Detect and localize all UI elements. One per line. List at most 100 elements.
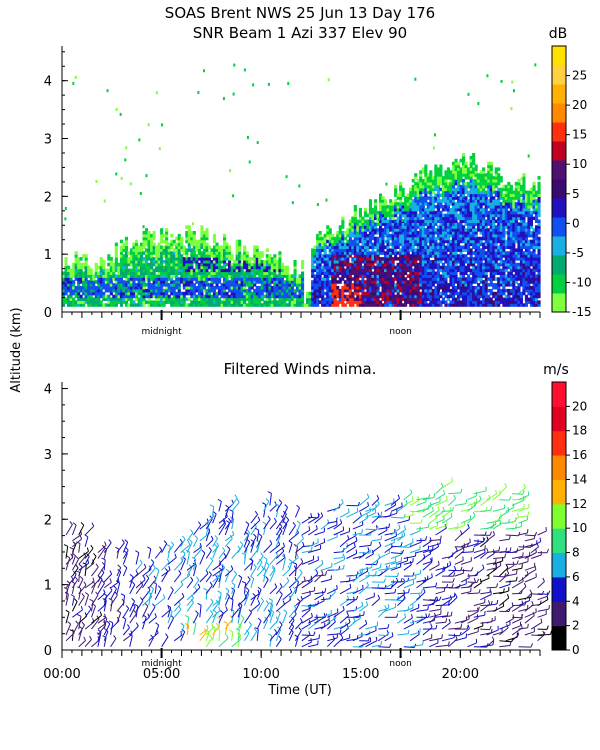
snr-cell <box>275 300 279 304</box>
snr-cell <box>477 219 481 223</box>
snr-cell <box>441 233 445 238</box>
snr-cell <box>419 286 423 290</box>
snr-cell <box>202 300 206 304</box>
snr-cell <box>323 277 327 281</box>
snr-cell <box>278 268 282 273</box>
snr-cell <box>512 254 516 258</box>
snr-cell <box>129 277 133 281</box>
snr-cell <box>331 239 335 244</box>
snr-cell <box>172 300 176 304</box>
snr-cell <box>358 213 362 218</box>
snr-cell <box>361 219 365 223</box>
snr-cell <box>109 288 113 293</box>
snr-cell <box>107 294 111 299</box>
snr-cell <box>384 213 388 218</box>
snr-cell <box>431 231 435 235</box>
snr-cell <box>275 283 279 287</box>
snr-cell <box>316 260 320 264</box>
snr-cell <box>67 294 71 299</box>
snr-cell <box>238 271 242 275</box>
snr-cell <box>371 288 375 293</box>
snr-cell <box>235 283 239 287</box>
snr-cell <box>84 300 88 304</box>
snr-cell <box>399 288 403 293</box>
snr-cell <box>67 283 71 287</box>
snr-cell <box>316 274 320 278</box>
snr-cell <box>477 251 481 255</box>
snr-cell <box>67 271 71 275</box>
snr-cell <box>225 300 229 304</box>
snr-cell <box>167 274 171 278</box>
snr-cell <box>451 294 455 299</box>
snr-cell <box>318 257 322 261</box>
snr-cell <box>426 205 430 209</box>
snr-cell <box>457 213 461 218</box>
snr-cell <box>346 242 350 247</box>
snr-cell <box>389 300 393 304</box>
snr-cell <box>374 207 378 212</box>
snr-cell <box>243 288 247 293</box>
snr-cell <box>361 283 365 287</box>
snr-cell <box>517 265 521 270</box>
snr-cell <box>429 219 433 223</box>
snr-cell <box>328 245 332 249</box>
snr-cell <box>374 225 378 229</box>
snr-cell <box>333 286 337 290</box>
snr-cell <box>527 219 531 223</box>
snr-cell <box>313 268 317 273</box>
snr-cell <box>426 274 430 278</box>
snr-cell <box>200 257 204 261</box>
snr-cell <box>464 222 468 226</box>
snr-cell <box>529 216 533 221</box>
snr-cell <box>157 268 161 273</box>
snr-cell <box>273 257 277 261</box>
snr-cell <box>524 228 528 232</box>
snr-cell <box>326 294 330 299</box>
snr-cell <box>449 216 453 221</box>
snr-cell <box>441 199 445 203</box>
snr-cell <box>524 300 528 304</box>
snr-cell <box>497 167 501 171</box>
snr-cell <box>529 280 533 284</box>
snr-cell <box>469 251 473 255</box>
snr-cell <box>253 268 257 273</box>
snr-cell <box>142 280 146 284</box>
snr-cell <box>444 271 448 275</box>
snr-cell <box>464 303 468 307</box>
snr-cell <box>462 210 466 215</box>
snr-cell <box>185 271 189 275</box>
snr-cell <box>514 219 518 223</box>
snr-cell <box>313 286 317 290</box>
snr-cell <box>124 260 128 264</box>
snr-cell <box>207 271 211 275</box>
snr-cell <box>215 300 219 304</box>
snr-cell <box>524 236 528 241</box>
snr-cell <box>162 260 166 264</box>
snr-cell <box>180 254 184 258</box>
snr-cell <box>167 283 171 287</box>
snr-cell <box>356 233 360 238</box>
snr-cell <box>482 274 486 278</box>
snr-cell <box>474 288 478 293</box>
snr-cell <box>519 268 523 273</box>
snr-cell <box>92 300 96 304</box>
snr-cell <box>172 283 176 287</box>
snr-cell <box>459 236 463 241</box>
snr-cell <box>220 254 224 258</box>
snr-cell <box>328 303 332 307</box>
snr-cell <box>215 242 219 247</box>
snr-cell <box>467 262 471 267</box>
snr-cell <box>170 254 174 258</box>
snr-cell <box>524 280 528 284</box>
snr-cell <box>391 271 395 275</box>
snr-cell <box>223 303 227 307</box>
snr-cell <box>487 248 491 252</box>
snr-cell <box>509 262 513 267</box>
snr-cell <box>467 193 471 197</box>
snr-cell <box>429 262 433 267</box>
snr-cell <box>389 291 393 296</box>
snr-cell <box>482 179 486 183</box>
snr-cell <box>230 283 234 287</box>
snr-cell <box>421 251 425 255</box>
snr-cell <box>235 277 239 281</box>
